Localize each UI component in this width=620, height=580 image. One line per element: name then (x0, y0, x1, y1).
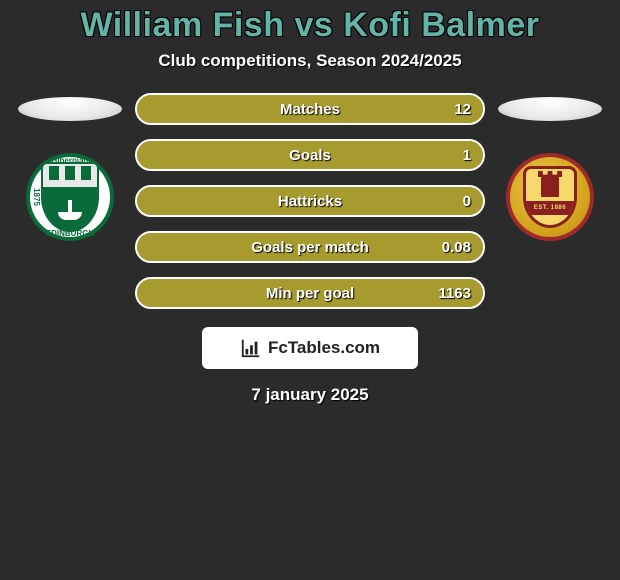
team-left-badge: Hibernian EDINBURGH 1875 (26, 153, 114, 241)
right-side: EST. 1886 (495, 93, 605, 241)
stat-label: Hattricks (278, 193, 342, 210)
stat-label: Min per goal (266, 285, 354, 302)
stat-right-value: 1163 (438, 285, 471, 302)
stat-bars: Matches 12 Goals 1 Hattricks 0 Goals per match… (135, 93, 485, 309)
team-right-badge: EST. 1886 (506, 153, 594, 241)
stat-label: Goals per match (251, 239, 369, 256)
stat-label: Goals (289, 147, 331, 164)
stat-right-value: 0 (463, 193, 471, 210)
stat-bar: Min per goal 1163 (135, 277, 485, 309)
stat-label: Matches (280, 101, 340, 118)
stat-right-value: 0.08 (442, 239, 471, 256)
stat-right-value: 1 (463, 147, 471, 164)
shield-icon: EST. 1886 (523, 166, 577, 228)
page-title: William Fish vs Kofi Balmer (0, 2, 620, 51)
stat-bar: Hattricks 0 (135, 185, 485, 217)
bar-chart-icon (240, 337, 262, 359)
date-label: 7 january 2025 (0, 385, 620, 405)
comparison-card: William Fish vs Kofi Balmer Club competi… (0, 0, 620, 405)
badge-year: 1875 (32, 188, 41, 206)
player-right-orb (498, 97, 602, 121)
stat-bar: Matches 12 (135, 93, 485, 125)
brand-badge[interactable]: FcTables.com (202, 327, 418, 369)
main-row: Hibernian EDINBURGH 1875 Matches 12 Goals 1… (0, 93, 620, 309)
stat-right-value: 12 (454, 101, 471, 118)
shield-icon (41, 162, 99, 232)
ship-icon (56, 200, 84, 222)
left-side: Hibernian EDINBURGH 1875 (15, 93, 125, 241)
castle-icon (49, 166, 91, 182)
page-subtitle: Club competitions, Season 2024/2025 (0, 51, 620, 71)
stat-bar: Goals 1 (135, 139, 485, 171)
brand-label: FcTables.com (268, 338, 380, 358)
badge-est: EST. 1886 (526, 201, 574, 215)
badge-text: EDINBURGH (46, 229, 94, 238)
tower-icon (541, 175, 559, 197)
stat-bar: Goals per match 0.08 (135, 231, 485, 263)
player-left-orb (18, 97, 122, 121)
